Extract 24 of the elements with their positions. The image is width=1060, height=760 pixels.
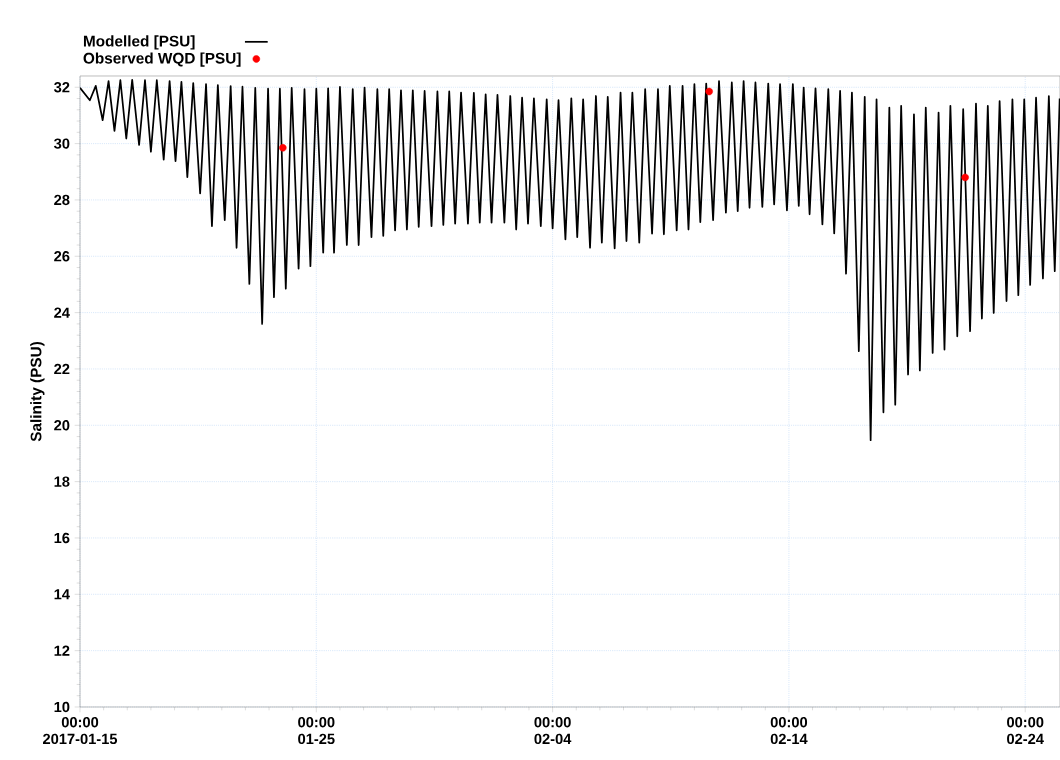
y-tick-label: 30 xyxy=(53,138,70,149)
y-tick-label: 14 xyxy=(54,589,70,600)
y-tick-label: 32 xyxy=(53,82,70,93)
y-tick-label: 20 xyxy=(54,420,70,431)
x-tick-label: 00:00 02-24 xyxy=(1007,717,1044,745)
y-tick-label: 26 xyxy=(54,251,70,262)
legend-label: Observed WQD [PSU] xyxy=(83,52,241,67)
y-tick-label: 28 xyxy=(54,194,70,206)
y-tick-label: 10 xyxy=(54,701,70,713)
x-tick-label: 00:00 01-25 xyxy=(298,717,335,745)
x-tick-label: 00:00 2017-01-15 xyxy=(43,717,118,745)
text: Modelled [PSU] xyxy=(83,35,195,50)
point xyxy=(705,87,713,96)
x-tick-label: 00:00 02-04 xyxy=(534,717,572,745)
y-axis-title: Salinity (PSU) xyxy=(30,341,45,442)
x-tick-label: 00:00 02-14 xyxy=(770,717,808,745)
y-tick-label: 24 xyxy=(54,307,70,318)
point xyxy=(279,144,287,152)
y-tick-label: 22 xyxy=(54,363,70,375)
point xyxy=(961,173,969,182)
y-tick-label: 12 xyxy=(54,645,70,656)
y-tick-label: 16 xyxy=(54,532,70,544)
y-tick-label: 18 xyxy=(54,476,70,487)
line-series xyxy=(80,79,1060,442)
